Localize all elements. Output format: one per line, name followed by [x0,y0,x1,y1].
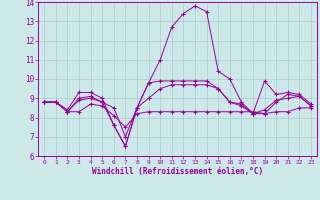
X-axis label: Windchill (Refroidissement éolien,°C): Windchill (Refroidissement éolien,°C) [92,167,263,176]
